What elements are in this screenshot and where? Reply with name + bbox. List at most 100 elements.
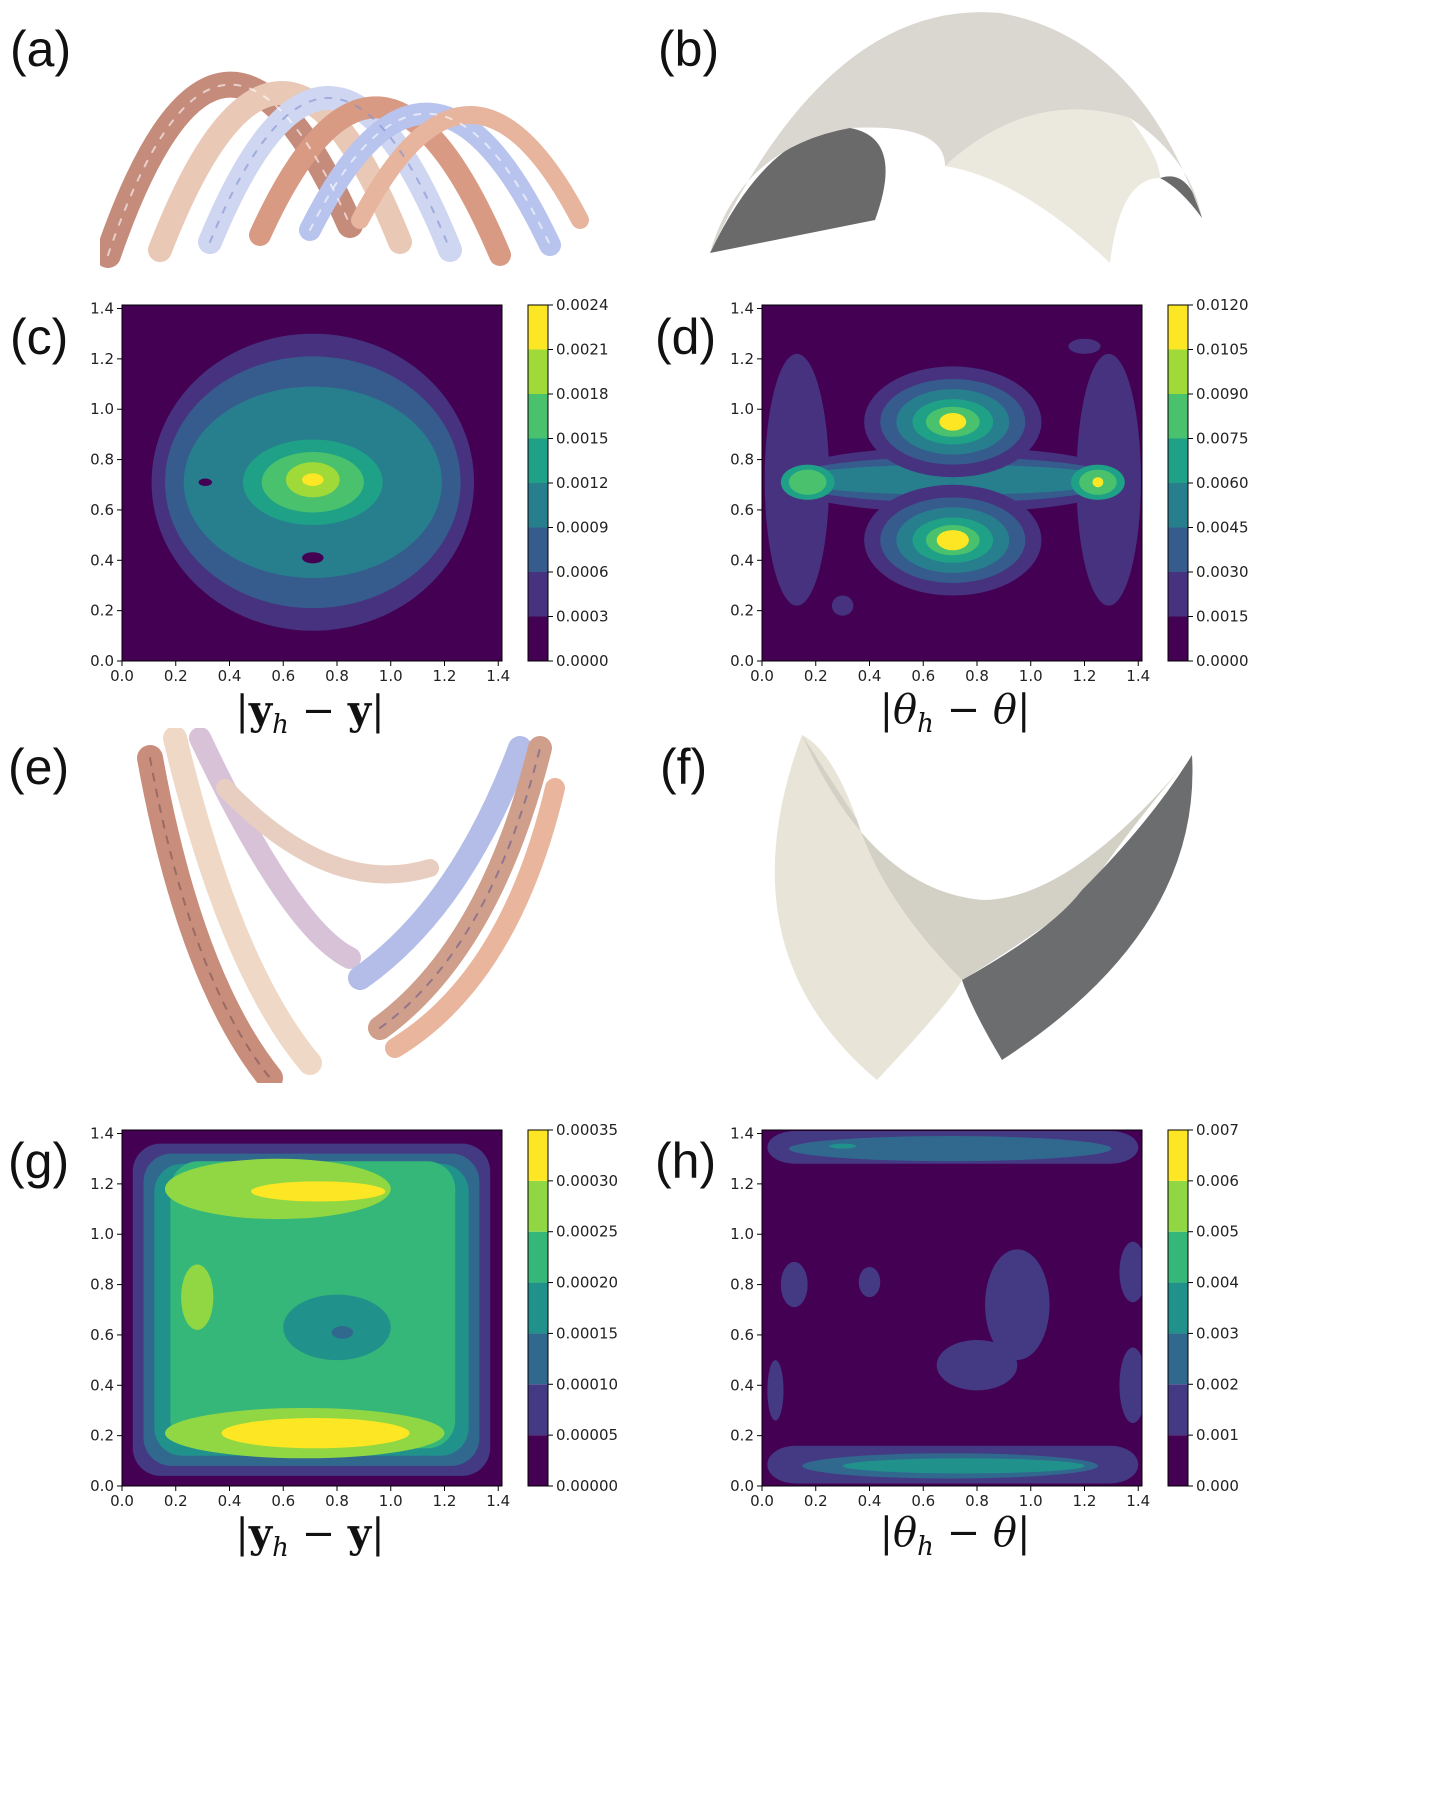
colorbar-tick-label: 0.0075 [1196,430,1249,448]
x-tick-label: 1.4 [1126,667,1150,685]
colorbar-band [528,1333,548,1385]
contour-region [302,473,324,487]
contour-region [791,464,1115,495]
x-tick-label: 0.0 [750,667,774,685]
colorbar-tick-label: 0.000 [1196,1477,1239,1495]
y-tick-label: 1.4 [730,300,754,318]
x-tick-label: 1.2 [433,1492,457,1510]
x-tick-label: 1.0 [379,667,403,685]
panel-label-f: (f) [660,739,708,795]
saddle-top [802,735,1192,980]
colorbar-band [528,305,548,350]
y-tick-label: 0.8 [90,451,114,469]
y-tick-label: 0.6 [90,501,114,519]
y-tick-label: 0.4 [730,1376,754,1394]
colorbar-band [1168,1231,1188,1283]
colorbar-band [1168,527,1188,572]
colorbar-tick-label: 0.0120 [1196,296,1249,314]
colorbar-band [528,616,548,661]
x-tick-label: 0.4 [218,1492,242,1510]
colorbar-band [528,1180,548,1232]
xlabel-d: |θh − θ| [879,687,1031,739]
y-tick-label: 1.2 [730,350,754,368]
x-tick-label: 0.4 [858,667,882,685]
x-tick-label: 0.4 [858,1492,882,1510]
y-tick-label: 1.0 [90,400,114,418]
y-tick-label: 0.2 [90,602,114,620]
colorbar-band [528,527,548,572]
colorbar-tick-label: 0.0090 [1196,385,1249,403]
colorbar-tick-label: 0.007 [1196,1121,1239,1139]
contour-region [858,1266,881,1298]
contour-region [780,1261,808,1308]
contour-region [842,1458,1085,1474]
contour-region [788,1136,1112,1162]
x-tick-label: 0.2 [804,1492,828,1510]
colorbar-tick-label: 0.003 [1196,1324,1239,1342]
contour-region [829,1143,857,1149]
heatmap-c: 0.0 0.2 0.4 0.6 0.8 1.0 1.2 1.4 0.0 0.2 0.4 0.6 0.8 1… [90,296,609,685]
colorbar-tick-label: 0.0018 [556,385,609,403]
y-tick-label: 0.4 [730,551,754,569]
surface-top [710,12,1202,253]
colorbar-band [528,394,548,439]
x-tick-label: 0.8 [325,667,349,685]
colorbar-tick-label: 0.0045 [1196,519,1249,537]
x-tick-label: 0.2 [164,1492,188,1510]
colorbar-tick-label: 0.002 [1196,1375,1239,1393]
y-tick-label: 1.4 [90,1125,114,1143]
heatmap-d: 0.0 0.2 0.4 0.6 0.8 1.0 1.2 1.4 0.0 0.2 0.4 0.6 0.8 1… [730,296,1249,685]
origami-arch-render [100,71,589,268]
y-tick-label: 1.0 [730,400,754,418]
x-tick-label: 0.0 [110,667,134,685]
colorbar-band [1168,349,1188,394]
y-tick-label: 1.4 [730,1125,754,1143]
colorbar-tick-label: 0.0105 [1196,341,1249,359]
colorbar-tick-label: 0.0009 [556,519,609,537]
colorbar-tick-label: 0.00010 [556,1375,618,1393]
arch-strips [100,71,589,268]
colorbar-band [1168,616,1188,661]
y-tick-label: 1.0 [90,1225,114,1243]
colorbar-band [1168,1180,1188,1232]
colorbar-tick-label: 0.0012 [556,474,609,492]
colorbar-band [1168,305,1188,350]
surface-dark-side-right [1160,176,1202,218]
contour-region [788,469,827,495]
x-tick-label: 1.4 [486,667,510,685]
colorbar-band [528,483,548,528]
contour-region [1119,1241,1142,1303]
colorbar-band [528,438,548,483]
xlabel-g: |yh − y| [235,1510,385,1563]
y-tick-label: 0.6 [730,501,754,519]
x-tick-label: 0.2 [804,667,828,685]
contour-region [250,1181,386,1202]
colorbar-tick-label: 0.00030 [556,1172,618,1190]
colorbar-tick-label: 0.006 [1196,1172,1239,1190]
y-tick-label: 0.6 [90,1326,114,1344]
y-tick-label: 0.0 [730,1477,754,1495]
colorbar-tick-label: 0.005 [1196,1223,1239,1241]
contour-region [198,478,213,487]
heatmap-h: 0.0 0.2 0.4 0.6 0.8 1.0 1.2 1.4 0.0 0.2 0.4 0.6 0.8 1… [730,1121,1239,1510]
x-tick-label: 0.8 [965,1492,989,1510]
contour-region [331,1326,354,1339]
y-tick-label: 0.4 [90,551,114,569]
x-tick-label: 0.0 [750,1492,774,1510]
contour-region [181,1264,214,1330]
contour-region [767,1360,784,1421]
x-tick-label: 0.6 [271,667,295,685]
colorbar-tick-label: 0.0030 [1196,563,1249,581]
x-tick-label: 1.2 [1073,1492,1097,1510]
y-tick-label: 0.2 [90,1427,114,1445]
panel-label-c: (c) [10,309,69,365]
contour-region [936,530,969,551]
colorbar-tick-label: 0.00000 [556,1477,618,1495]
colorbar-tick-label: 0.00035 [556,1121,618,1139]
colorbar-tick-label: 0.0015 [556,430,609,448]
x-tick-label: 1.0 [1019,1492,1043,1510]
colorbar-band [1168,1282,1188,1334]
colorbar-band [528,1384,548,1436]
y-tick-label: 0.8 [90,1276,114,1294]
colorbar-tick-label: 0.0060 [1196,474,1249,492]
